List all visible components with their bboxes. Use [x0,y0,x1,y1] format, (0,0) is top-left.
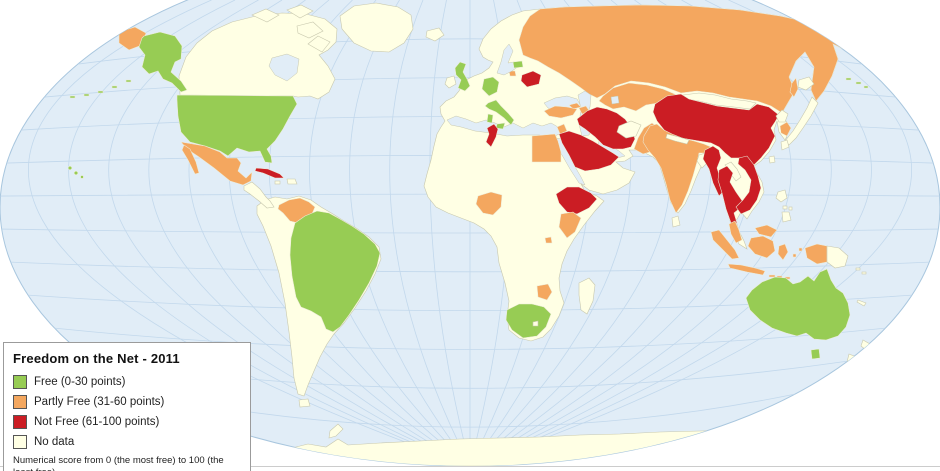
country-brazil[interactable] [289,210,381,333]
papua-new-guinea[interactable] [826,245,849,269]
arctic-islands [251,4,331,53]
central-america [243,181,275,209]
mongolia[interactable] [682,92,757,110]
footer-rule [0,466,940,467]
ireland[interactable] [444,75,457,89]
iceland[interactable] [425,27,445,42]
country-germany[interactable] [481,76,500,97]
country-jordan[interactable] [556,123,568,135]
country-india[interactable] [642,123,717,214]
baltic-sea [496,43,520,76]
country-vietnam[interactable] [735,155,762,215]
country-egypt[interactable] [531,133,562,163]
country-ethiopia[interactable] [555,186,598,215]
legend-item-label: No data [34,436,75,448]
legend-item-no-data: No data [13,435,241,449]
country-italy[interactable] [484,99,515,130]
country-indonesia[interactable] [710,229,828,280]
country-rwanda[interactable] [544,236,553,244]
footer-strip [0,467,940,471]
legend: Freedom on the Net - 2011 Free (0-30 poi… [3,342,251,471]
lesotho[interactable] [532,320,539,327]
pacific-islands [855,267,867,307]
country-russia[interactable] [118,4,852,114]
legend-item-partly-free: Partly Free (31-60 points) [13,395,241,409]
country-south-korea[interactable] [779,121,792,137]
country-malaysia[interactable] [728,220,778,244]
country-australia[interactable] [745,268,851,360]
sri-lanka[interactable] [671,215,681,228]
country-south-africa[interactable] [505,303,552,339]
taiwan[interactable] [768,155,776,164]
legend-item-label: Not Free (61-100 points) [34,416,160,428]
legend-item-label: Partly Free (31-60 points) [34,396,165,408]
country-turkey[interactable] [543,105,578,119]
country-nigeria[interactable] [475,191,503,216]
country-tunisia[interactable] [485,123,499,148]
madagascar[interactable] [578,277,596,315]
hispaniola-island [286,178,298,185]
country-cuba[interactable] [254,167,285,179]
legend-item-label: Free (0-30 points) [34,376,126,388]
country-saudi-arabia[interactable] [558,130,620,172]
greenland[interactable] [339,2,414,53]
japan[interactable] [780,76,819,151]
aral-sea [610,95,620,105]
free-swatch [13,375,27,389]
afghanistan[interactable] [616,120,642,139]
antarctic-peninsula [328,423,344,439]
partly-free-swatch [13,395,27,409]
country-united-kingdom[interactable] [454,61,471,92]
legend-item-not-free: Not Free (61-100 points) [13,415,241,429]
country-mexico[interactable] [180,141,253,186]
nepal[interactable] [665,133,690,145]
country-united-states[interactable] [67,31,869,179]
tierra-del-fuego [298,398,311,408]
no-data-swatch [13,435,27,449]
legend-note: Numerical score from 0 (the most free) t… [13,455,224,471]
north-korea[interactable] [775,109,789,123]
legend-item-free: Free (0-30 points) [13,375,241,389]
philippines[interactable] [775,189,793,223]
country-belarus[interactable] [520,70,542,88]
country-zimbabwe[interactable] [536,283,553,301]
jamaica-island [274,180,281,185]
legend-title: Freedom on the Net - 2011 [13,351,180,366]
country-estonia[interactable] [512,60,524,69]
country-kenya[interactable] [558,211,582,239]
hudson-bay [268,53,300,82]
not-free-swatch [13,415,27,429]
country-iran[interactable] [576,106,636,150]
mediterranean-sea [446,115,561,138]
canada[interactable] [178,12,338,100]
